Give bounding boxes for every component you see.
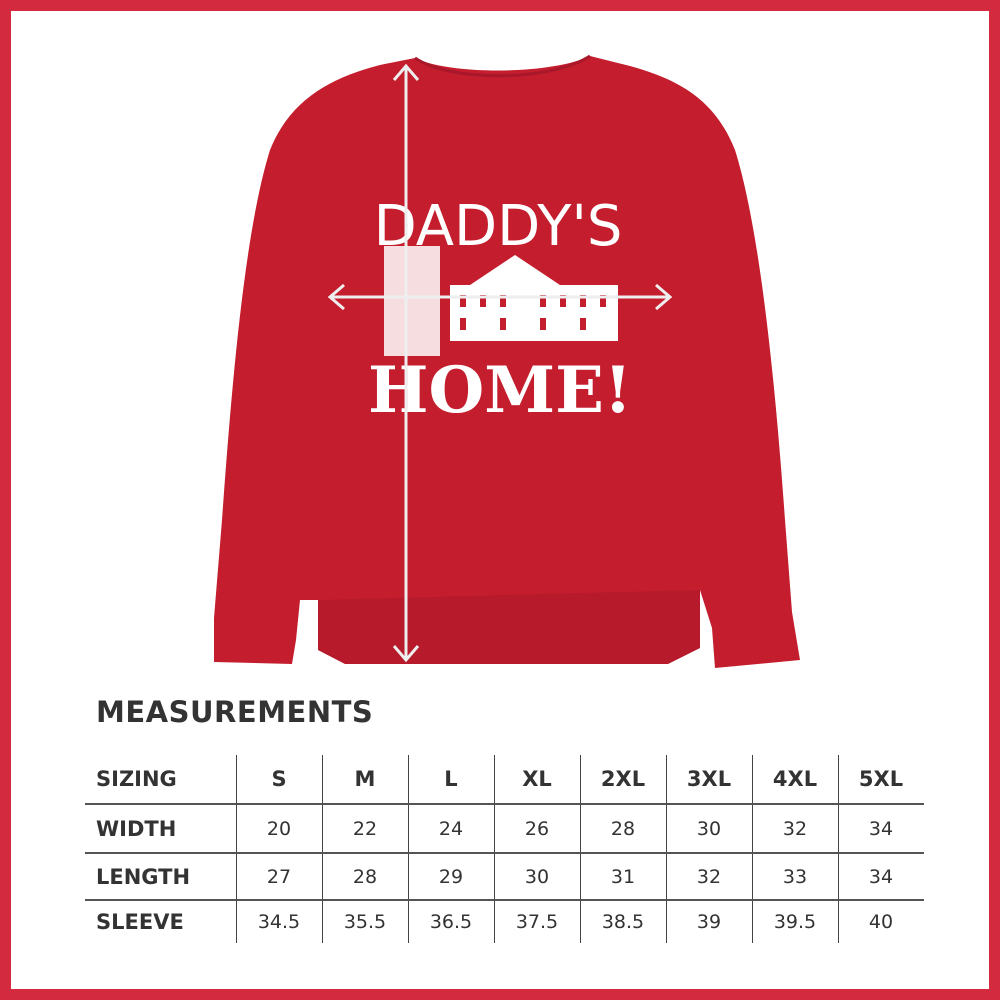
sweatshirt-image: DADDY'S HOME! [214,54,800,668]
row-label: SLEEVE [96,910,184,934]
row-label: WIDTH [85,804,236,854]
width-arrow [327,283,673,311]
table-cell: 37.5 [493,900,580,943]
table-cell: 40 [837,900,924,943]
print-text-bottom: HOME! [368,353,632,428]
white-house-graphic [450,255,618,341]
table-cell: 39.5 [751,900,838,943]
sweatshirt-body [214,56,800,668]
table-cell: XL [493,755,580,805]
measurements-title: MEASUREMENTS [96,695,374,729]
table-cell: 33 [751,853,838,901]
table-cell: 29 [407,853,494,901]
size-chart-table: SIZING S M L XL 2XL 3XL 4XL 5XL WIDTH 20 22 24 26 28 3… [85,755,924,943]
table-cell: 32 [751,804,838,854]
table-cell: 20 [235,804,322,854]
table-cell: L [407,755,494,805]
table-row: LENGTH 27 28 29 30 31 32 33 34 [85,853,924,901]
print-text-top: DADDY'S [374,194,623,259]
table-cell: S [235,755,322,805]
table-cell: 34.5 [235,900,322,943]
table-cell: 22 [321,804,408,854]
table-cell: 32 [665,853,752,901]
table-cell: 4XL [751,755,838,805]
table-cell: 27 [235,853,322,901]
table-cell: 24 [407,804,494,854]
table-cell: 36.5 [407,900,494,943]
table-cell: 30 [493,853,580,901]
table-cell: 3XL [665,755,752,805]
portrait-graphic [384,246,440,356]
table-row: SLEEVE 34.5 35.5 36.5 37.5 38.5 39 39.5 40 [85,900,924,943]
table-cell: 39 [665,900,752,943]
table-cell: 5XL [837,755,924,805]
row-label: LENGTH [85,853,236,901]
table-cell: 34 [837,804,924,854]
table-cell: 31 [579,853,666,901]
table-header-row: SIZING S M L XL 2XL 3XL 4XL 5XL [85,755,924,805]
table-cell: 30 [665,804,752,854]
table-cell: 28 [321,853,408,901]
table-cell: 2XL [579,755,666,805]
table-row: WIDTH 20 22 24 26 28 30 32 34 [85,804,924,854]
table-cell: 35.5 [321,900,408,943]
table-cell: 38.5 [579,900,666,943]
length-arrow [392,63,420,663]
table-cell: 34 [837,853,924,901]
table-cell: 28 [579,804,666,854]
table-cell: 26 [493,804,580,854]
table-cell: M [321,755,408,805]
row-label: SIZING [85,755,236,805]
